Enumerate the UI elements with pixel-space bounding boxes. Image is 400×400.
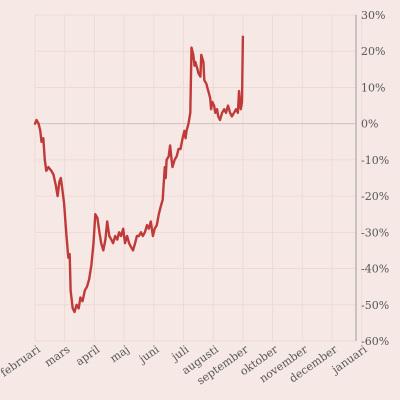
y-tick-label: 0% bbox=[361, 118, 378, 131]
y-tick-label: -10% bbox=[361, 154, 389, 167]
y-tick-label: -30% bbox=[361, 226, 389, 239]
y-tick-label: -20% bbox=[361, 190, 389, 203]
y-tick-label: -60% bbox=[361, 335, 389, 348]
y-tick-label: 10% bbox=[361, 81, 385, 94]
y-tick-label: -40% bbox=[361, 263, 389, 276]
y-tick-label: 30% bbox=[361, 9, 385, 22]
y-tick-label: -50% bbox=[361, 299, 389, 312]
y-tick-label: 20% bbox=[361, 45, 385, 58]
series-lines bbox=[33, 35, 245, 314]
y-axis-ticks: 30% 20% 10% 0% -10% -20% -30% -40% -50% -60% bbox=[361, 9, 389, 348]
gridlines bbox=[34, 14, 363, 342]
series-line bbox=[33, 35, 245, 314]
